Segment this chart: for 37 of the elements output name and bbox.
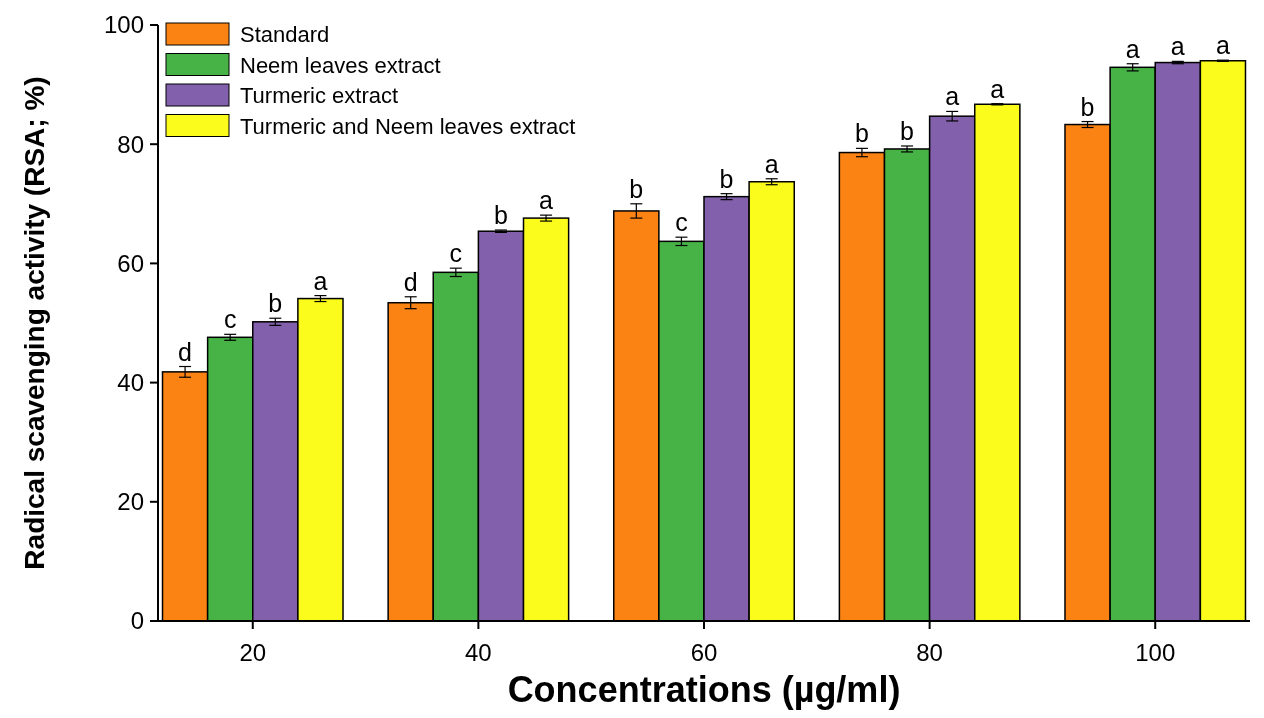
x-tick-label: 60 bbox=[690, 639, 718, 666]
legend-label: Turmeric extract bbox=[240, 83, 399, 108]
y-axis-title: Radical scavenging activity (RSA; %) bbox=[19, 76, 50, 570]
data-label: d bbox=[403, 267, 418, 296]
y-tick-label: 100 bbox=[103, 11, 144, 39]
data-label: b bbox=[1080, 92, 1095, 121]
x-tick-label: 40 bbox=[465, 639, 492, 666]
data-label: a bbox=[764, 149, 779, 178]
data-label: a bbox=[945, 82, 960, 111]
legend-label: Turmeric and Neem leaves extract bbox=[240, 113, 576, 139]
data-label: b bbox=[854, 119, 869, 148]
data-label: d bbox=[178, 337, 193, 366]
y-tick-label: 60 bbox=[117, 249, 144, 277]
data-label: b bbox=[493, 201, 508, 230]
y-tick-label: 20 bbox=[117, 488, 144, 516]
data-label: c bbox=[675, 208, 688, 237]
data-label: a bbox=[1125, 34, 1140, 63]
data-label: a bbox=[539, 186, 554, 215]
legend-label: Neem leaves extract bbox=[240, 52, 441, 78]
data-label: b bbox=[719, 164, 734, 193]
y-tick-label: 0 bbox=[130, 607, 144, 635]
data-label: a bbox=[990, 74, 1005, 103]
data-label: c bbox=[449, 239, 463, 268]
x-tick-label: 80 bbox=[916, 639, 943, 666]
y-tick-label: 40 bbox=[117, 369, 144, 396]
x-tick-label: 100 bbox=[1135, 639, 1176, 666]
data-label: a bbox=[1215, 31, 1230, 60]
data-label: a bbox=[1170, 32, 1185, 61]
x-tick-label: 20 bbox=[239, 639, 267, 666]
data-label: b bbox=[629, 174, 644, 203]
legend-label: Standard bbox=[240, 22, 330, 47]
x-axis-title: Concentrations (µg/ml) bbox=[507, 669, 901, 710]
data-label: a bbox=[313, 266, 328, 295]
data-label: b bbox=[900, 116, 915, 145]
data-label: c bbox=[223, 305, 237, 334]
data-label: b bbox=[268, 289, 283, 318]
y-tick-label: 80 bbox=[117, 130, 144, 158]
